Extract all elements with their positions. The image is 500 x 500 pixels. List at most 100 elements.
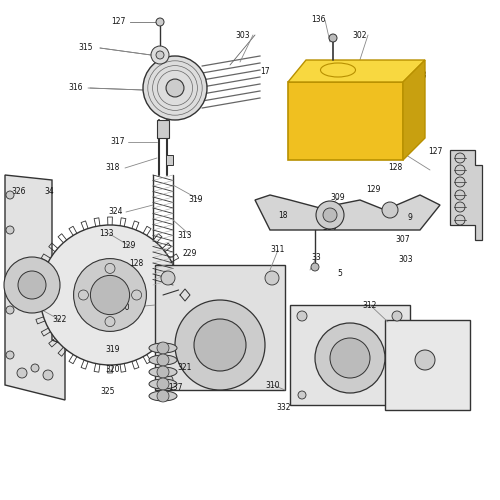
Circle shape [315, 323, 385, 393]
Polygon shape [450, 150, 482, 240]
Circle shape [194, 319, 246, 371]
Text: 302: 302 [353, 30, 367, 40]
Ellipse shape [149, 391, 177, 401]
Ellipse shape [320, 63, 356, 77]
Text: 127: 127 [428, 148, 442, 156]
Text: 325: 325 [101, 388, 115, 396]
Circle shape [157, 390, 169, 402]
Circle shape [415, 350, 435, 370]
Polygon shape [288, 82, 403, 160]
Text: 332: 332 [277, 404, 291, 412]
Circle shape [78, 290, 88, 300]
Text: 314: 314 [323, 224, 337, 232]
Circle shape [74, 258, 146, 332]
Circle shape [31, 364, 39, 372]
Text: 303: 303 [236, 30, 250, 40]
Ellipse shape [149, 355, 177, 365]
Circle shape [311, 263, 319, 271]
Circle shape [455, 202, 465, 212]
Bar [166, 155, 173, 165]
Polygon shape [288, 60, 425, 82]
Ellipse shape [149, 379, 177, 389]
Text: 316: 316 [69, 84, 83, 92]
Text: 320: 320 [106, 366, 120, 374]
Circle shape [105, 316, 115, 326]
Circle shape [40, 225, 180, 365]
Text: 136: 136 [311, 16, 325, 24]
Text: 33: 33 [311, 254, 321, 262]
Circle shape [166, 79, 184, 97]
Bar [385, 320, 470, 410]
Polygon shape [255, 195, 440, 230]
Text: 229: 229 [183, 248, 197, 258]
Text: 315: 315 [79, 44, 93, 52]
Text: 133: 133 [99, 228, 113, 237]
Circle shape [43, 370, 53, 380]
Circle shape [163, 375, 173, 385]
Circle shape [17, 368, 27, 378]
Circle shape [175, 300, 265, 390]
Circle shape [382, 202, 398, 218]
Circle shape [392, 311, 402, 321]
Circle shape [132, 290, 141, 300]
Text: 319: 319 [106, 346, 120, 354]
Text: 322: 322 [53, 316, 67, 324]
Circle shape [6, 191, 14, 199]
Circle shape [157, 342, 169, 354]
Text: 303: 303 [398, 256, 413, 264]
Circle shape [156, 18, 164, 26]
Text: 137: 137 [168, 384, 182, 392]
Ellipse shape [149, 367, 177, 377]
Polygon shape [403, 60, 425, 160]
Circle shape [455, 165, 465, 175]
Text: 318: 318 [106, 164, 120, 172]
Circle shape [265, 271, 279, 285]
Polygon shape [5, 175, 65, 400]
Text: 127: 127 [111, 18, 125, 26]
Text: 303: 303 [412, 70, 428, 80]
Text: 34: 34 [44, 186, 54, 196]
Circle shape [156, 51, 164, 59]
Text: 317: 317 [111, 138, 125, 146]
Circle shape [157, 378, 169, 390]
Ellipse shape [149, 343, 177, 353]
Circle shape [330, 338, 370, 378]
Text: 128: 128 [388, 164, 402, 172]
Circle shape [157, 354, 169, 366]
Text: 311: 311 [271, 246, 285, 254]
Text: 321: 321 [178, 364, 192, 372]
Circle shape [4, 257, 60, 313]
Circle shape [18, 271, 46, 299]
Circle shape [329, 34, 337, 42]
Circle shape [6, 306, 14, 314]
Text: 310: 310 [266, 380, 280, 390]
Circle shape [455, 215, 465, 225]
Circle shape [151, 46, 169, 64]
Text: 128: 128 [129, 258, 143, 268]
Text: 18: 18 [278, 210, 288, 220]
Circle shape [6, 226, 14, 234]
Bar [155, 265, 285, 390]
Text: 312: 312 [363, 300, 377, 310]
Circle shape [161, 271, 175, 285]
Text: 307: 307 [396, 236, 410, 244]
Bar [290, 305, 410, 405]
Text: 319: 319 [189, 196, 203, 204]
Circle shape [105, 264, 115, 274]
Circle shape [455, 190, 465, 200]
Circle shape [316, 201, 344, 229]
Bar [157, 120, 169, 138]
Text: 313: 313 [178, 230, 192, 239]
Text: 320: 320 [116, 304, 130, 312]
Circle shape [90, 276, 130, 314]
Circle shape [6, 351, 14, 359]
Text: 305: 305 [388, 140, 402, 149]
Text: 309: 309 [330, 194, 345, 202]
Circle shape [455, 153, 465, 163]
Circle shape [143, 56, 207, 120]
Text: 129: 129 [121, 240, 135, 250]
Circle shape [297, 311, 307, 321]
Text: 324: 324 [109, 208, 123, 216]
Text: 326: 326 [12, 186, 26, 196]
Text: 17: 17 [260, 68, 270, 76]
